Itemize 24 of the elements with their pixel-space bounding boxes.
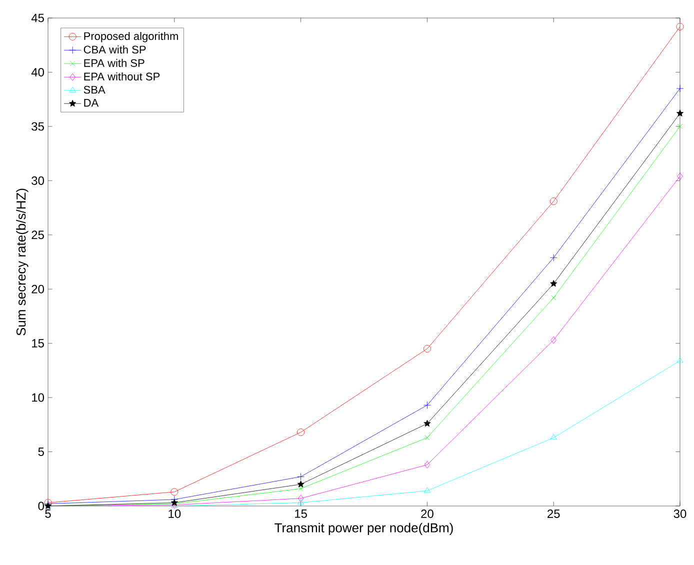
legend-label: SBA (84, 86, 106, 94)
x-tick-label: 30 (674, 510, 686, 518)
y-tick-label: 20 (32, 284, 44, 294)
legend-label: EPA without SP (84, 72, 160, 80)
y-tick-label: 0 (38, 502, 44, 510)
y-tick-label: 25 (32, 230, 44, 240)
x-tick-label: 10 (168, 510, 181, 518)
x-tick-label: 5 (45, 510, 51, 518)
y-tick-label: 15 (32, 339, 44, 348)
x-axis-title: Transmit power per node(dBm) (274, 522, 453, 535)
x-tick-label: 20 (421, 510, 434, 518)
x-tick-label: 15 (295, 510, 307, 518)
legend-label: Proposed algorithm (84, 32, 178, 42)
y-axis-title: Sum secrecy rate(b/s/HZ) (16, 188, 28, 336)
y-tick-label: 5 (38, 448, 44, 456)
legend-label: EPA with SP (84, 58, 144, 67)
y-tick-label: 30 (32, 176, 44, 185)
y-tick-label: 35 (32, 122, 44, 131)
y-tick-label: 45 (31, 14, 44, 22)
x-tick-label: 25 (548, 510, 560, 518)
legend-label: CBA with SP (84, 45, 146, 54)
y-tick-label: 10 (32, 393, 44, 402)
y-tick-label: 40 (31, 68, 44, 76)
legend-label: DA (84, 99, 99, 107)
